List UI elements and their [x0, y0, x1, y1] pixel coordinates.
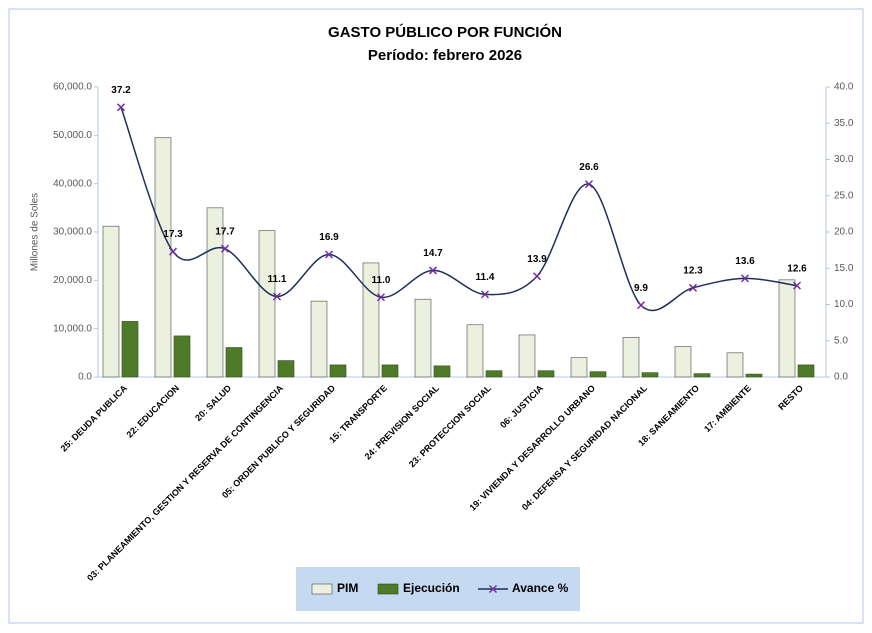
- legend-label: PIM: [337, 581, 358, 595]
- marker: [272, 292, 282, 301]
- bar: [277, 360, 295, 378]
- bar: [310, 300, 328, 378]
- data-label: 37.2: [111, 85, 131, 96]
- y-tick-label: 20,000.0: [53, 275, 92, 286]
- bar: [466, 324, 484, 378]
- marker: [532, 272, 542, 281]
- data-label: 13.9: [527, 254, 547, 265]
- data-label: 12.3: [683, 265, 703, 276]
- data-label: 11.1: [268, 274, 287, 285]
- bar: [589, 371, 607, 378]
- bar: [570, 357, 588, 378]
- data-label: 13.6: [735, 256, 755, 267]
- y2-tick-label: 15.0: [834, 263, 854, 274]
- chart-title: GASTO PÚBLICO POR FUNCIÓN: [328, 23, 562, 41]
- marker: [636, 301, 646, 310]
- y-axis-label: Millones de Soles: [30, 193, 41, 271]
- bar: [121, 321, 139, 378]
- bar: [674, 346, 692, 378]
- bar: [258, 230, 276, 378]
- bar: [381, 364, 399, 378]
- legend-box: [296, 567, 580, 611]
- bar: [726, 352, 744, 378]
- legend-label: Avance %: [512, 581, 569, 595]
- bar: [362, 262, 380, 378]
- y-tick-label: 50,000.0: [53, 130, 92, 141]
- bar: [102, 225, 120, 378]
- legend-swatch: [311, 583, 333, 595]
- bar: [518, 334, 536, 378]
- y2-tick-label: 25.0: [834, 190, 854, 201]
- legend-swatch: [377, 583, 399, 595]
- marker: [168, 247, 178, 256]
- data-label: 17.3: [163, 229, 183, 240]
- data-label: 14.7: [423, 248, 443, 259]
- data-label: 12.6: [787, 263, 807, 274]
- bar: [745, 373, 763, 378]
- bar: [173, 335, 191, 378]
- y2-tick-label: 40.0: [834, 82, 854, 93]
- bar: [154, 137, 172, 378]
- chart-frame: [8, 8, 864, 624]
- y2-tick-label: 5.0: [834, 335, 848, 346]
- data-label: 11.0: [372, 275, 391, 286]
- line: [120, 107, 798, 312]
- bar: [778, 279, 796, 378]
- bar: [329, 364, 347, 378]
- bar: [622, 337, 640, 378]
- y-tick-label: 60,000.0: [53, 82, 92, 93]
- bar: [693, 373, 711, 378]
- marker: [324, 250, 334, 259]
- y2-tick-label: 30.0: [834, 154, 854, 165]
- y-tick-label: 30,000.0: [53, 227, 92, 238]
- data-label: 11.4: [476, 272, 495, 283]
- data-label: 9.9: [634, 283, 648, 294]
- y2-tick-label: 0.0: [834, 372, 848, 383]
- legend-marker: [488, 584, 498, 594]
- marker: [220, 244, 230, 253]
- y2-tick-label: 10.0: [834, 299, 854, 310]
- data-label: 17.7: [215, 226, 235, 237]
- chart-subtitle: Período: febrero 2026: [368, 47, 522, 64]
- data-label: 26.6: [579, 162, 599, 173]
- bar: [225, 347, 243, 378]
- bar: [797, 364, 815, 378]
- bar: [537, 370, 555, 378]
- legend-label: Ejecución: [403, 581, 460, 595]
- marker: [792, 281, 802, 290]
- y2-tick-label: 35.0: [834, 118, 854, 129]
- data-label: 16.9: [319, 232, 339, 243]
- marker: [480, 290, 490, 299]
- bar: [485, 370, 503, 378]
- bar: [433, 365, 451, 378]
- bar: [414, 298, 432, 378]
- bar: [641, 372, 659, 378]
- marker: [740, 274, 750, 283]
- y2-tick-label: 20.0: [834, 227, 854, 238]
- marker: [584, 180, 594, 189]
- marker: [428, 266, 438, 275]
- marker: [116, 103, 126, 112]
- marker: [688, 283, 698, 292]
- y-tick-label: 0.0: [78, 372, 92, 383]
- y-tick-label: 10,000.0: [53, 323, 92, 334]
- y-tick-label: 40,000.0: [53, 178, 92, 189]
- marker: [376, 293, 386, 302]
